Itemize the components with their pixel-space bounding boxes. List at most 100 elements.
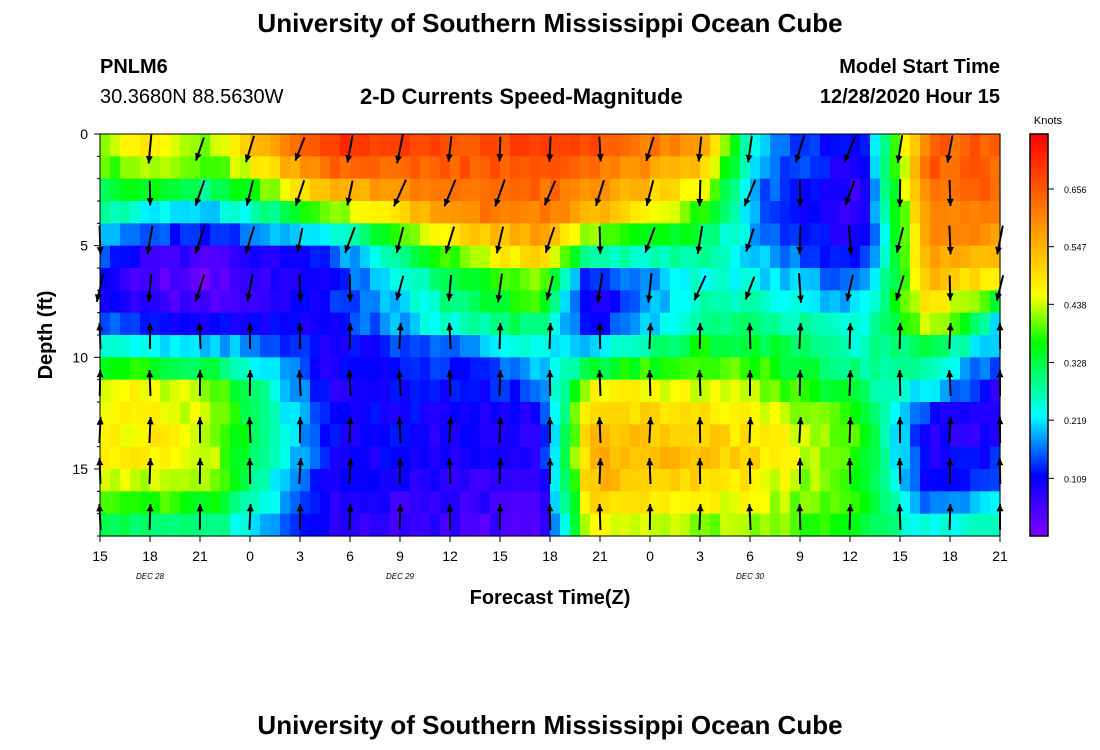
heatmap-cell [740, 335, 751, 358]
heatmap-cell [620, 357, 631, 381]
heatmap-cell [910, 134, 921, 157]
heatmap-cell [430, 469, 441, 492]
heatmap-cell [540, 223, 551, 247]
heatmap-cell [490, 290, 501, 314]
heatmap-cell [640, 134, 651, 157]
heatmap-cell [580, 268, 591, 291]
heatmap-cell [470, 469, 481, 492]
heatmap-cell [450, 201, 461, 224]
heatmap-cell [900, 312, 911, 336]
heatmap-cell [540, 134, 551, 157]
heatmap-cell [870, 245, 881, 269]
heatmap-cell [400, 245, 411, 269]
heatmap-cell [930, 245, 941, 269]
heatmap-cell [890, 134, 901, 157]
heatmap-cell [660, 335, 671, 358]
heatmap-cell [270, 134, 281, 157]
heatmap-cell [510, 156, 521, 180]
current-arrow-head [395, 292, 402, 301]
heatmap-cell [890, 245, 901, 269]
heatmap-cell [990, 357, 1001, 381]
heatmap-cell [550, 357, 561, 381]
heatmap-cell [600, 446, 611, 470]
current-arrow-head [146, 323, 154, 331]
heatmap-cell [750, 402, 761, 425]
heatmap-cell [560, 312, 571, 336]
heatmap-cell [220, 156, 231, 180]
heatmap-cell [410, 312, 421, 336]
heatmap-cell [440, 491, 451, 515]
heatmap-cell [280, 223, 291, 247]
heatmap-cell [280, 357, 291, 381]
date-label: DEC 28 [136, 572, 165, 581]
heatmap-cell [740, 245, 751, 269]
heatmap-cell [680, 312, 691, 336]
heatmap-cell [870, 335, 881, 358]
heatmap-cell [530, 201, 541, 224]
heatmap-cell [140, 312, 151, 336]
heatmap-cell [400, 268, 411, 291]
heatmap-cell [930, 357, 941, 381]
x-tick-label: 3 [696, 548, 704, 564]
heatmap-cell [550, 513, 561, 537]
heatmap-cell [840, 513, 851, 537]
heatmap-cell [210, 223, 221, 247]
heatmap-cell [970, 223, 981, 247]
colorbar-tick-label: 0.438 [1064, 300, 1087, 310]
heatmap-cell [120, 446, 131, 470]
heatmap-cell [720, 335, 731, 358]
heatmap-cell [660, 379, 671, 403]
heatmap-cell [890, 268, 901, 291]
heatmap-cell [730, 357, 741, 381]
heatmap-cell [620, 446, 631, 470]
heatmap-cell [780, 402, 791, 425]
heatmap-cell [660, 357, 671, 381]
heatmap-cell [430, 223, 441, 247]
heatmap-cell [870, 513, 881, 537]
heatmap-cell [670, 357, 681, 381]
heatmap-cell [820, 268, 831, 291]
heatmap-cell [640, 156, 651, 180]
heatmap-cell [810, 245, 821, 269]
heatmap-cell [850, 446, 861, 470]
heatmap-cell [780, 379, 791, 403]
heatmap-cell [880, 379, 891, 403]
heatmap-cell [900, 156, 911, 180]
heatmap-cell [500, 312, 511, 336]
current-arrow-head [544, 244, 552, 253]
heatmap-cell [830, 357, 841, 381]
heatmap-cell [310, 446, 321, 470]
heatmap-cell [630, 312, 641, 336]
heatmap-cell [670, 245, 681, 269]
heatmap-cell [170, 491, 181, 515]
heatmap-cell [160, 156, 171, 180]
heatmap-cell [350, 134, 361, 157]
heatmap-cell [630, 178, 641, 202]
heatmap-cell [570, 424, 581, 448]
heatmap-cell [250, 201, 261, 224]
heatmap-cell [960, 513, 971, 537]
heatmap-cell [820, 491, 831, 515]
heatmap-cell [900, 402, 911, 425]
heatmap-cell [990, 424, 1001, 448]
heatmap-cell [530, 379, 541, 403]
heatmap-cell [400, 201, 411, 224]
heatmap-cell [830, 245, 841, 269]
current-arrow-head [896, 458, 904, 466]
heatmap-cell [130, 201, 141, 224]
heatmap-cell [880, 268, 891, 291]
heatmap-cell [360, 245, 371, 269]
heatmap-cell [960, 156, 971, 180]
y-tick-label: 10 [72, 349, 88, 365]
heatmap-cell [730, 290, 741, 314]
heatmap-cell [840, 446, 851, 470]
heatmap-cell [210, 201, 221, 224]
heatmap-cell [590, 245, 601, 269]
heatmap-cell [300, 134, 311, 157]
heatmap-cell [240, 357, 251, 381]
heatmap-cell [800, 312, 811, 336]
heatmap-cell [550, 446, 561, 470]
heatmap-cell [730, 513, 741, 537]
